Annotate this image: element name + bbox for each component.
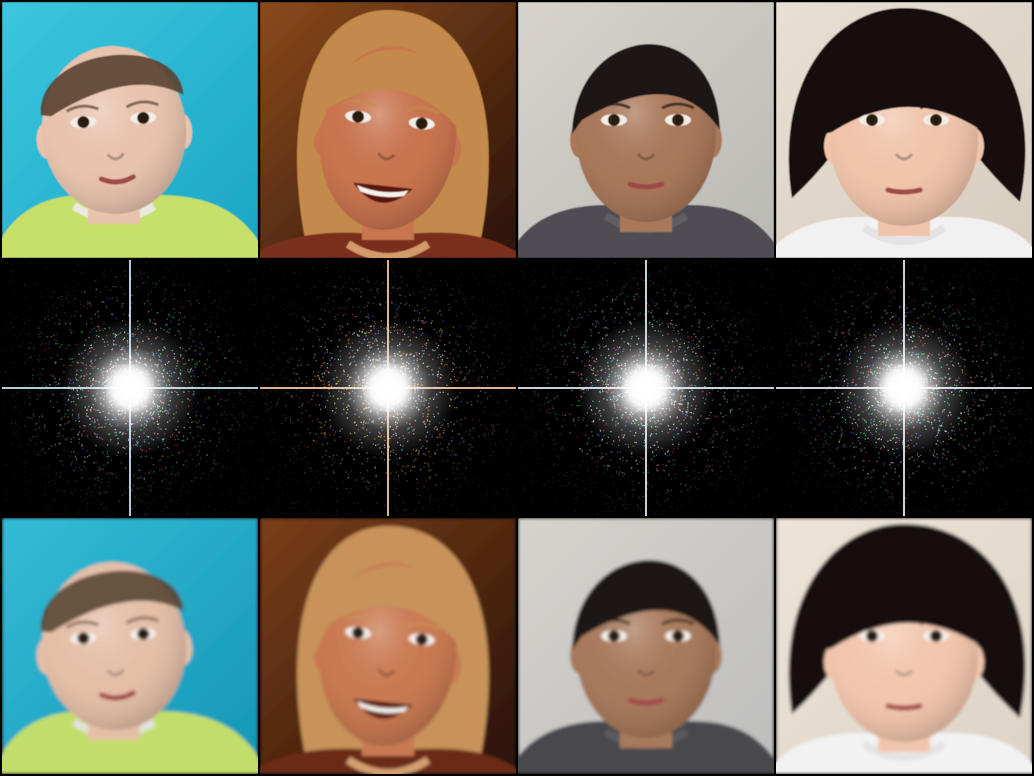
reconstructed-photos-woman-dark-hair [518,518,774,774]
spectrum-image [2,260,258,516]
hair-front [823,44,985,134]
mouth [98,174,136,185]
eyebrow-right [919,102,953,110]
nose [106,668,125,677]
portrait-image [2,2,258,258]
pupil-left [608,114,620,126]
portrait-image [776,2,1032,258]
eyebrow-right [661,618,695,626]
hair-front [40,570,184,633]
pupil-right [930,630,942,642]
mouth [98,690,136,701]
pupil-left [866,114,878,126]
input-photos-toddler-black-bob [776,2,1032,258]
eyebrow-left [855,102,889,110]
teeth [356,701,409,714]
hair-front [823,560,985,650]
input-photos-woman-dark-hair [518,2,774,258]
reconstructed-photos-infant-blue-seat [2,518,258,774]
spectrum-image [518,260,774,516]
hair-front [313,565,465,657]
pupil-right [930,114,942,126]
spectrum-core [884,368,924,408]
reconstructed-photos-smiling-blonde-woman [260,518,516,774]
pupil-right [415,633,428,646]
nose [636,669,656,677]
nose [636,153,656,161]
portrait-image [2,518,258,774]
hair-front [40,54,184,117]
eyebrow-right [125,100,159,109]
collar [861,224,947,245]
pupil-left [352,626,365,639]
pupil-right [672,630,684,642]
pupil-right [137,627,150,640]
nose [894,669,914,677]
spectrum-image [776,260,1032,516]
eyebrow-right [406,105,440,115]
pupil-left [77,116,90,129]
clothing [260,748,516,774]
pupil-left [352,110,365,123]
teeth [356,185,409,198]
fourier-spectra-spectrum-3 [518,260,774,516]
spectrum-core [110,368,150,408]
nose [106,152,125,161]
reconstructed-photos-toddler-black-bob [776,518,1032,774]
clothing [260,232,516,258]
portrait-image [260,2,516,258]
eyebrow-right [406,621,440,631]
fourier-spectra-spectrum-2 [260,260,516,516]
eyebrow-left [855,618,889,626]
input-photos-smiling-blonde-woman [260,2,516,258]
hair-front [572,44,720,134]
mouth [885,703,923,711]
portrait-image [518,2,774,258]
fourier-spectra-spectrum-1 [2,260,258,516]
spectrum-image [260,260,516,516]
eyebrow-right [919,618,953,626]
fourier-spectra-spectrum-4 [776,260,1032,516]
eyebrow-left [597,618,631,626]
mouth [885,187,923,195]
eyebrow-left [342,99,377,108]
collar [345,240,431,258]
collar [861,740,947,761]
spectrum-core [368,368,408,408]
pupil-right [137,111,150,124]
nose [894,153,914,161]
eyebrow-right [661,102,695,110]
pupil-left [866,630,878,642]
eyebrow-left [342,615,377,624]
pupil-left [608,630,620,642]
eyebrow-left [65,104,100,113]
mouth [627,697,665,706]
nose [377,152,396,161]
eyebrow-right [125,616,159,625]
spectrum-core [626,368,666,408]
eyebrow-left [65,620,100,629]
eyebrow-left [597,102,631,110]
portrait-image [518,518,774,774]
pupil-right [415,117,428,130]
pupil-right [672,114,684,126]
collar [345,756,431,774]
portrait-image [776,518,1032,774]
hair-front [313,49,465,141]
mouth [627,181,665,190]
pupil-left [77,632,90,645]
hair-front [572,560,720,650]
input-photos-infant-blue-seat [2,2,258,258]
nose [377,668,396,677]
clothing [2,711,258,774]
portrait-image [260,518,516,774]
clothing [2,195,258,258]
